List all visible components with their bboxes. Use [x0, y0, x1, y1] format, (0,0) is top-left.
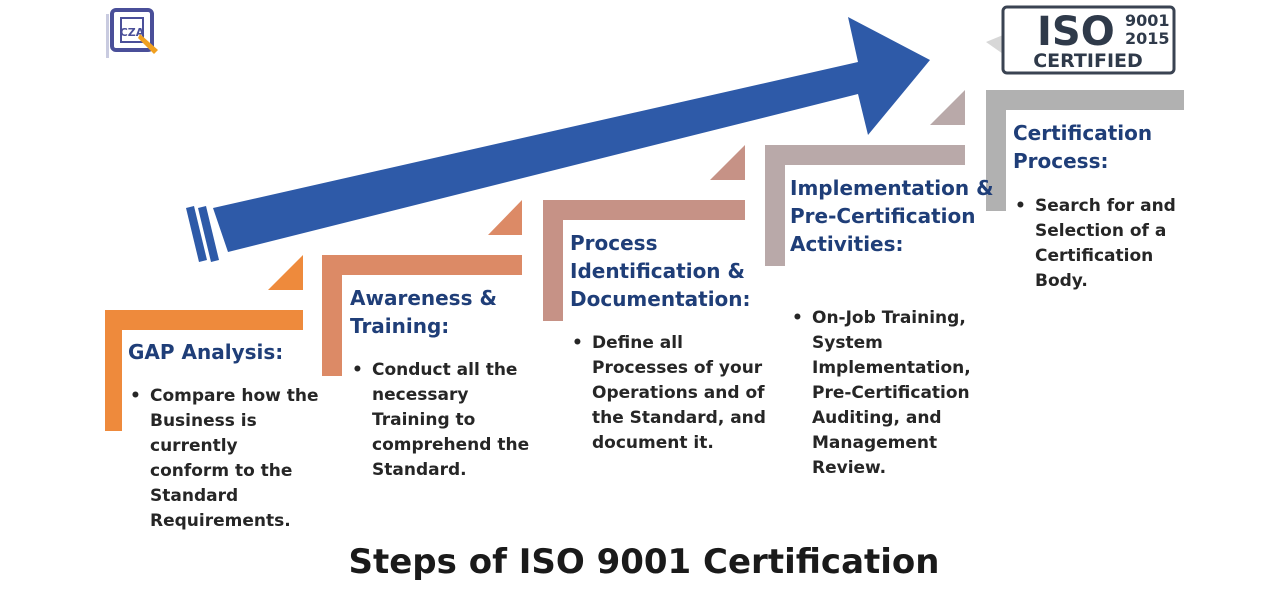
step-3-title: Process Identification & Documentation: — [570, 231, 751, 311]
step-1-bracket — [105, 255, 303, 431]
step-1-title: GAP Analysis: — [128, 340, 284, 364]
diagram-caption: Steps of ISO 9001 Certification — [348, 542, 940, 582]
step-5-bracket — [986, 90, 1184, 211]
company-logo: CZA — [106, 8, 158, 58]
arrow-stripe-2 — [198, 206, 219, 262]
step-5-title: Certification Process: — [1013, 121, 1153, 173]
arrow-stripe-1 — [186, 206, 207, 262]
step-4-bullets: On-Job Training, System Implementation, … — [792, 306, 982, 481]
step-4-bullet: On-Job Training, System Implementation, … — [792, 306, 982, 481]
step-1-bullet: Compare how the Business is currently co… — [130, 384, 320, 534]
step-3-bullets: Define all Processes of your Operations … — [572, 331, 767, 456]
badge-year-2: 2015 — [1125, 29, 1170, 48]
step-4-bracket — [765, 90, 965, 266]
iso-certified-badge: ISO 9001 2015 CERTIFIED — [986, 5, 1176, 75]
step-5-bullet: Search for and Selection of a Certificat… — [1015, 194, 1205, 294]
badge-year-1: 9001 — [1125, 11, 1170, 30]
step-2-bullet: Conduct all the necessary Training to co… — [352, 358, 532, 483]
step-4-title: Implementation & Pre-Certification Activ… — [790, 176, 994, 256]
step-2-bracket — [322, 200, 522, 376]
badge-certified: CERTIFIED — [1033, 50, 1143, 72]
step-5-bullets: Search for and Selection of a Certificat… — [1015, 194, 1205, 294]
arrow-body — [213, 17, 930, 252]
step-3-bullet: Define all Processes of your Operations … — [572, 331, 767, 456]
step-2-title: Awareness & Training: — [350, 286, 497, 338]
progress-arrow — [186, 17, 930, 262]
badge-iso: ISO — [1037, 9, 1115, 55]
step-1-bullets: Compare how the Business is currently co… — [130, 384, 320, 534]
step-3-bracket — [543, 145, 745, 321]
step-2-bullets: Conduct all the necessary Training to co… — [352, 358, 532, 483]
logo-letters: CZA — [120, 26, 145, 39]
